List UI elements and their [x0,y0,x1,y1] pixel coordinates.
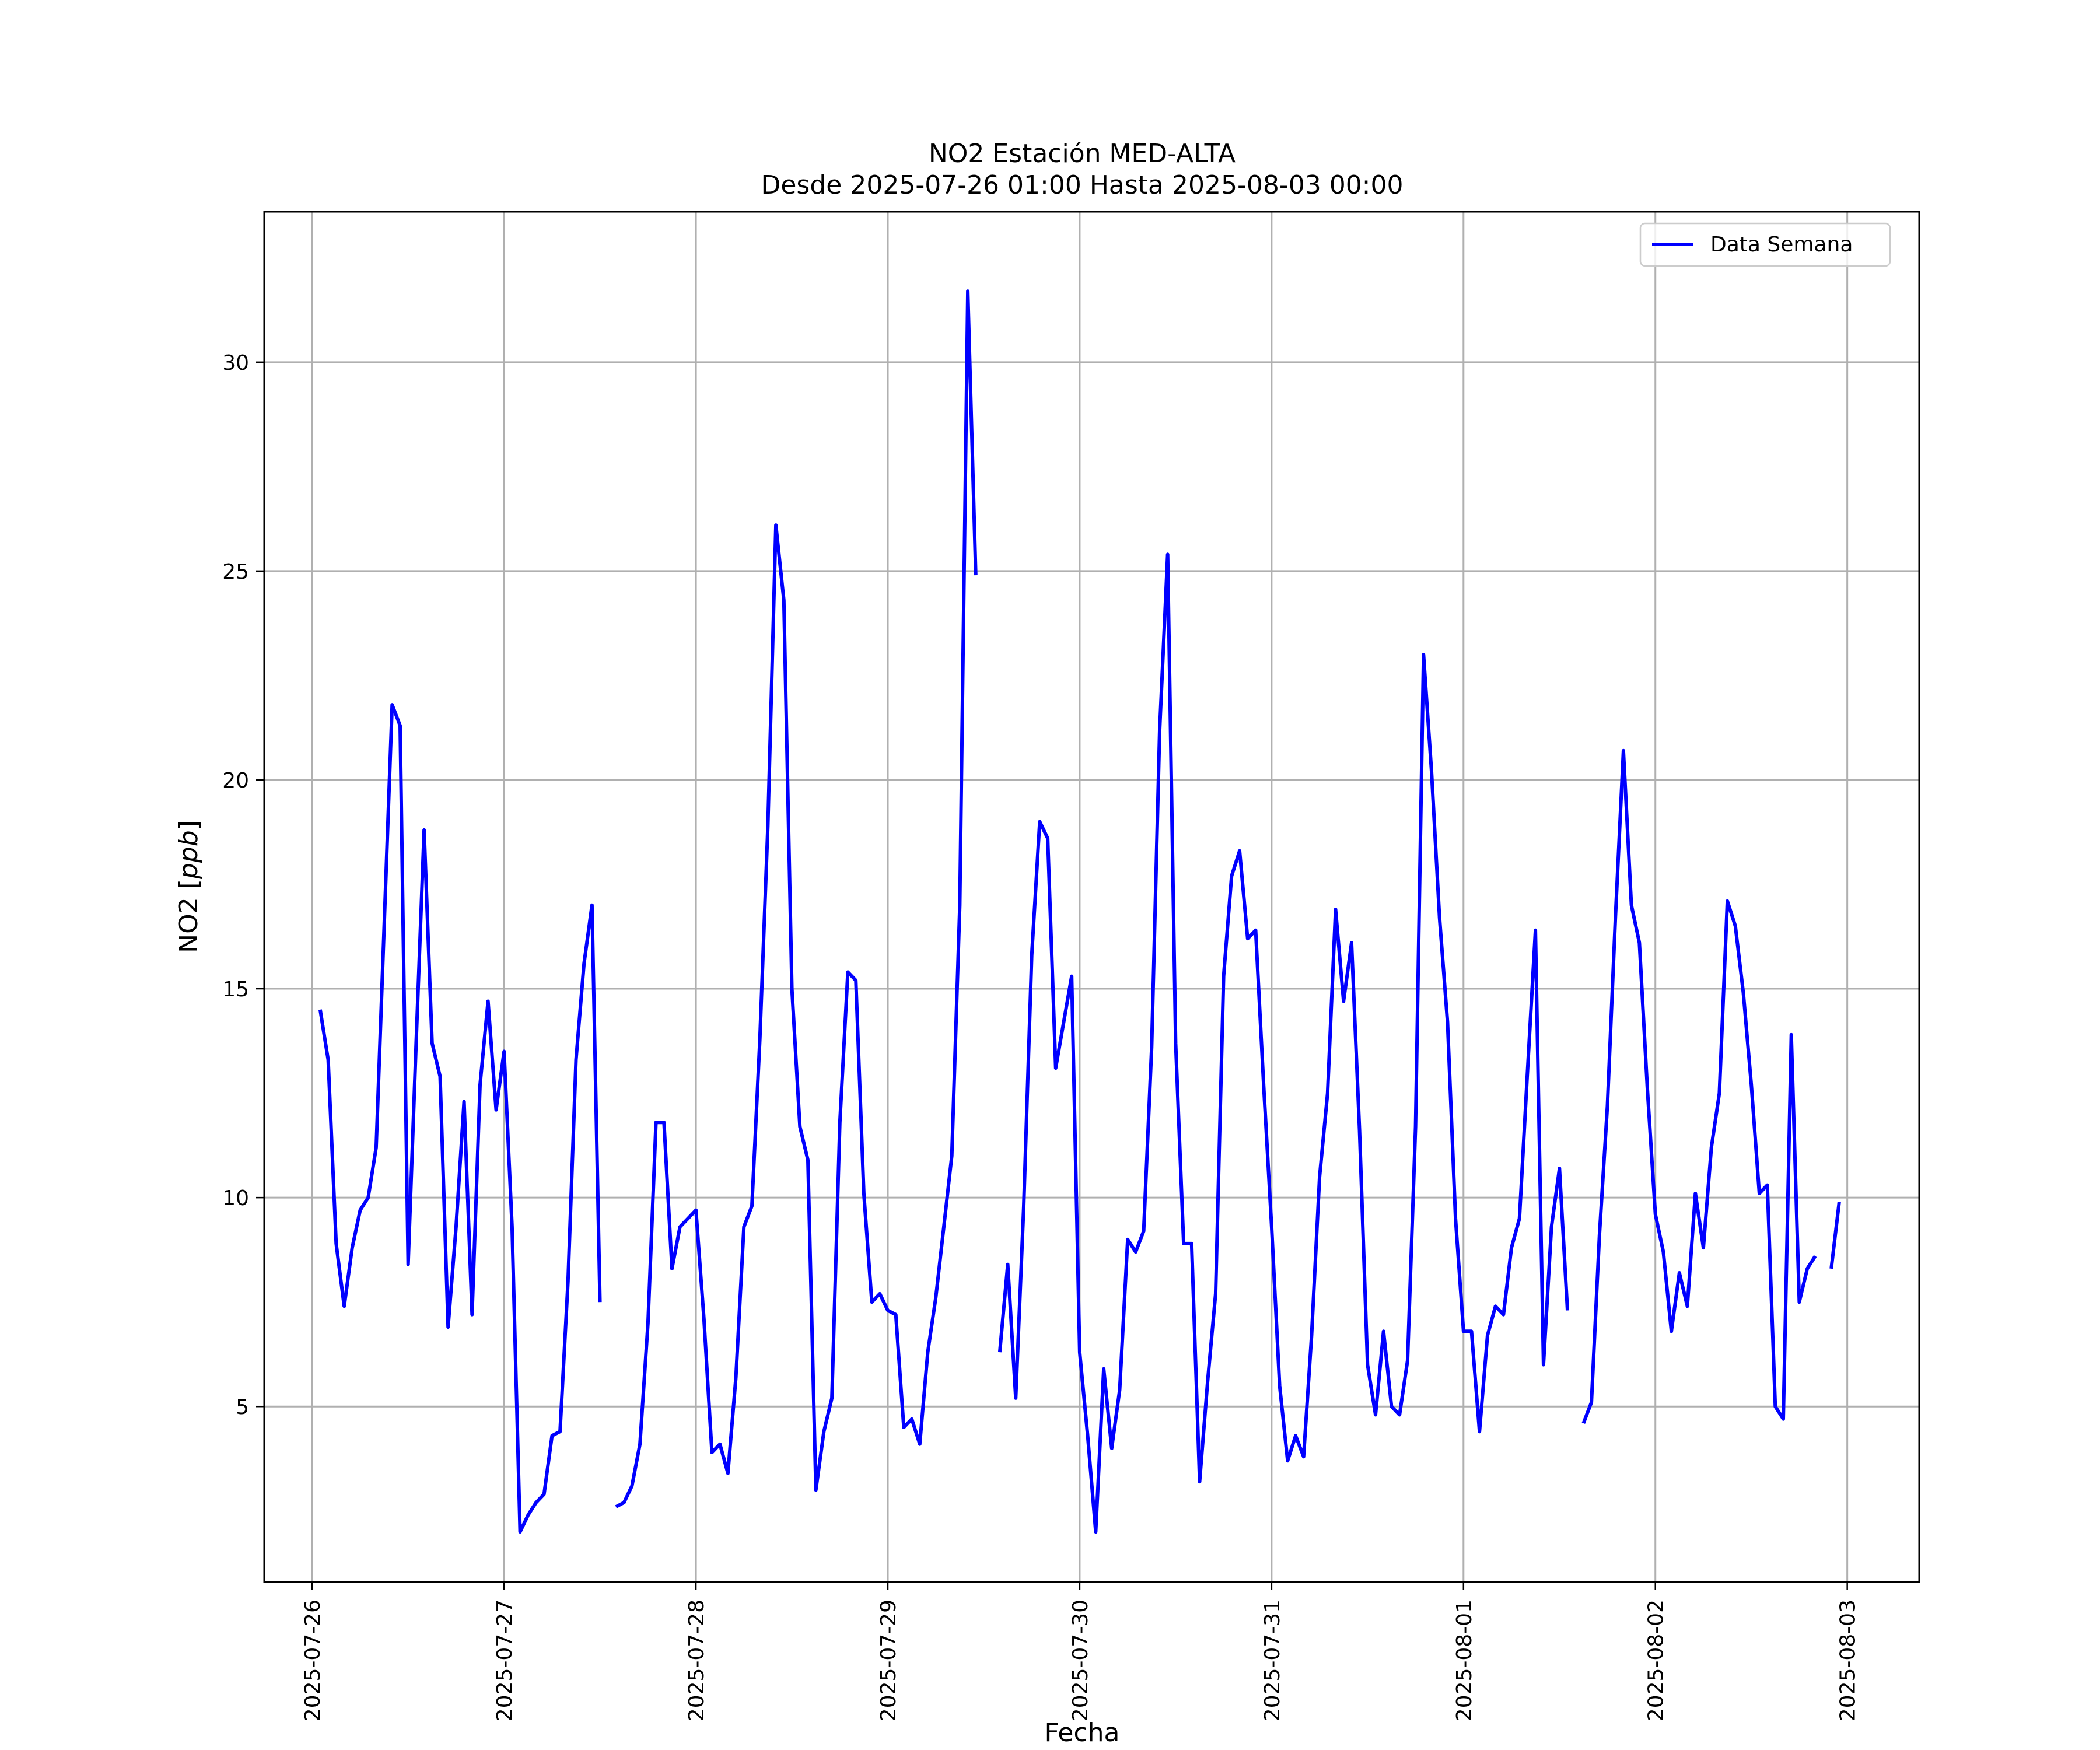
x-axis-label: Fecha [1044,1718,1119,1748]
series-data-semana-segment-1 [318,703,602,1534]
y-tick-label: 15 [222,978,249,1002]
series-layer [318,289,1841,1534]
y-tick-label: 30 [222,351,249,375]
y-axis-ticks: 5 10 15 20 25 30 [222,351,264,1419]
x-tick-label: 2025-07-26 [301,1600,325,1721]
x-tick-label: 2025-07-31 [1261,1600,1284,1721]
series-data-semana-segment-2 [615,289,978,1508]
x-axis-ticks: 2025-07-26 2025-07-27 2025-07-28 2025-07-29… [301,1582,1860,1721]
plot-area [264,212,1919,1582]
x-tick-label: 2025-08-03 [1836,1600,1860,1721]
x-tick-label: 2025-07-29 [877,1600,901,1721]
grid [264,212,1919,1582]
chart-subtitle: Desde 2025-07-26 01:00 Hasta 2025-08-03 … [761,170,1403,200]
y-axis-label: NO2 [ppb] [174,820,204,953]
y-tick-label: 10 [222,1186,249,1210]
legend-label-data-semana: Data Semana [1710,233,1853,257]
legend: Data Semana [1639,222,1891,267]
legend-box [1639,222,1891,267]
x-tick-label: 2025-07-27 [493,1600,517,1721]
y-axis-label-unit: ppb [174,830,204,880]
y-tick-label: 5 [236,1395,249,1419]
x-tick-label: 2025-08-02 [1644,1600,1668,1721]
chart-title: NO2 Estación MED-ALTA [929,139,1236,169]
y-axis-label-bracket-close: ] [174,820,204,830]
series-data-semana-segment-3 [998,552,1569,1534]
x-tick-label: 2025-07-28 [685,1600,709,1721]
series-data-semana-segment-5 [1829,1201,1841,1269]
y-tick-label: 20 [222,769,249,793]
y-axis-label-main: NO2 [174,889,204,953]
y-axis-label-bracket-open: [ [174,879,204,889]
series-data-semana-segment-4 [1581,748,1817,1424]
y-tick-label: 25 [222,560,249,584]
x-tick-label: 2025-07-30 [1069,1600,1093,1721]
x-tick-label: 2025-08-01 [1452,1600,1476,1721]
plot-frame [263,211,1920,1583]
